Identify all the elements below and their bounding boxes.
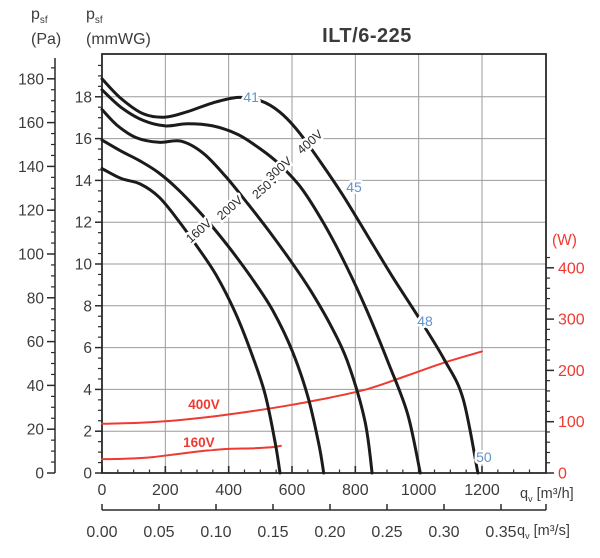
power-label-400V: 400V [188,397,220,412]
mmwg-tick-label: 14 [75,173,93,190]
m3h-tick-label: 400 [215,482,242,499]
mmwg-tick-label: 16 [75,131,92,148]
w-tick-label: 0 [558,466,567,483]
voltage-label-160V: 160V [183,216,215,246]
m3h-tick-label: 1000 [401,482,437,499]
pressure-curve-300V [100,88,422,475]
mmwg-axis-symbol: psf [86,6,103,27]
pa-tick-label: 60 [27,334,45,351]
mmwg-tick-label: 4 [83,382,92,399]
pressure-curve-160V [100,167,282,475]
mmwg-tick-label: 6 [83,340,92,357]
mmwg-tick-label: 2 [83,424,92,441]
mmwg-tick-label: 8 [83,298,92,315]
mmwg-tick-label: 10 [75,257,93,274]
power-curve-400V [101,350,483,425]
mmwg-axis-title: psf (mmWG) [86,5,151,49]
w-axis: 0 100 200 300 400 [546,256,585,483]
sound-level-41: 41 [243,89,259,105]
power-curves [101,350,483,461]
sound-level-48: 48 [417,313,433,329]
m3h-tick-label: 800 [342,482,369,499]
pa-tick-label: 40 [27,378,45,395]
m3h-tick-label: 600 [279,482,306,499]
pressure-curve-200V [100,138,326,475]
sound-level-45: 45 [346,179,362,195]
m3s-axis-title: qv [m³/s] [517,523,570,541]
m3h-axis: 0 200 400 600 800 1000 1200 [98,466,531,499]
mmwg-tick-label: 12 [75,215,92,232]
m3s-tick-label: 0.10 [200,524,231,541]
pressure-curves [100,77,480,475]
m3s-tick-label: 0.15 [257,524,288,541]
chart-title: ILT/6-225 [322,25,412,47]
sound-level-50: 50 [476,449,492,465]
w-tick-label: 200 [558,363,585,380]
pa-axis-title: psf (Pa) [31,5,61,49]
pa-axis: 0 20 40 60 80 100 120 140 160 180 [18,58,56,483]
m3h-axis-title: qv [m³/h] [520,486,574,504]
w-axis-title: (W) [552,232,577,249]
pa-tick-label: 80 [27,290,45,307]
mmwg-axis-unit: (mmWG) [86,31,151,49]
pressure-curve-400V [100,77,480,475]
m3h-tick-label: 1200 [464,482,500,499]
mmwg-tick-label: 0 [83,466,92,483]
pa-tick-label: 140 [18,159,44,176]
w-tick-label: 300 [558,312,585,329]
pa-tick-label: 180 [18,71,44,88]
pa-tick-label: 20 [27,422,45,439]
m3h-tick-label: 200 [152,482,179,499]
m3s-tick-label: 0.05 [143,524,174,541]
m3s-tick-label: 0.35 [485,524,516,541]
pa-tick-label: 120 [18,203,44,220]
voltage-label-300V: 300V [263,154,295,184]
m3s-tick-label: 0.30 [428,524,459,541]
pa-axis-unit: (Pa) [31,31,62,49]
pa-tick-label: 160 [18,115,44,132]
w-tick-label: 100 [558,414,585,431]
m3h-tick-label: 0 [98,482,107,499]
w-tick-label: 400 [558,260,585,277]
gridlines [102,54,546,473]
pressure-curve-250V [100,108,374,475]
m3s-tick-label: 0.20 [314,524,345,541]
power-curve-160V [101,444,282,461]
pa-axis-symbol: psf [31,6,48,27]
pa-tick-label: 100 [18,247,44,264]
m3s-tick-label: 0.00 [86,524,117,541]
sound-level-labels: 41 45 48 50 [241,86,495,467]
power-label-160V: 160V [183,435,215,450]
mmwg-tick-label: 18 [75,89,92,106]
pa-tick-label: 0 [35,466,44,483]
mmwg-axis: 0 2 4 6 8 10 12 14 16 18 [75,64,102,483]
m3s-tick-label: 0.25 [371,524,402,541]
m3s-axis: 0.00 0.05 0.10 0.15 0.20 0.25 0.30 0.35 [86,504,547,541]
